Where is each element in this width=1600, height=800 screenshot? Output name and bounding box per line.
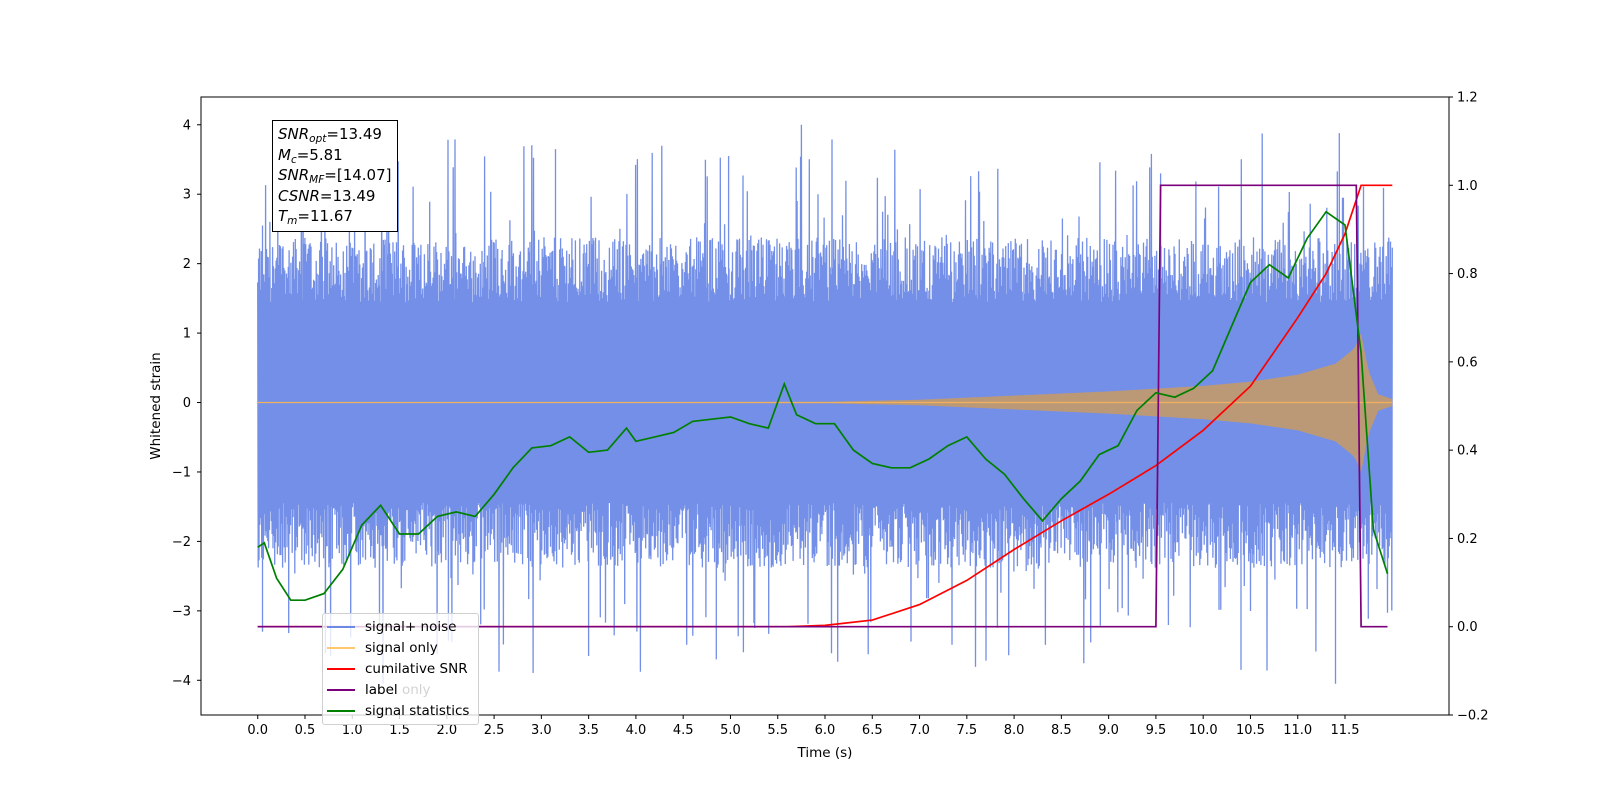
annotation-value: =11.67: [297, 207, 353, 225]
legend-label: signal only: [365, 639, 438, 656]
annotation-subscript: m: [287, 215, 298, 227]
x-tick-label: 1.0: [342, 723, 363, 738]
y-axis-right: −0.2 0.0 0.2 0.4 0.6 0.8 1.0 1.2: [1449, 91, 1489, 724]
y-right-tick-label: 0.6: [1457, 355, 1478, 370]
series-layer: [257, 124, 1393, 684]
y-axis-left: −4 −3 −2 −1 0 1 2 3 4: [172, 118, 201, 689]
legend-item: signal only: [323, 637, 478, 658]
annotation-value: =13.49: [326, 125, 382, 143]
x-axis-label: Time (s): [797, 745, 853, 761]
x-tick-label: 3.5: [578, 723, 599, 738]
x-tick-label: 10.5: [1236, 723, 1265, 738]
legend-item: cumilative SNR: [323, 658, 478, 679]
legend-label: signal statistics: [365, 702, 470, 719]
annotation-symbol: CSNR: [278, 186, 320, 205]
x-tick-label: 1.5: [389, 723, 410, 738]
y-right-tick-label: 0.4: [1457, 444, 1478, 459]
x-tick-label: 9.0: [1098, 723, 1119, 738]
legend-item: signal statistics: [323, 700, 478, 721]
series-line-signal-statistics: [257, 210, 1389, 602]
legend-item: label label only: [323, 679, 478, 700]
legend-label-ghost: label only: [365, 681, 431, 698]
legend-swatch: [327, 709, 355, 712]
x-tick-label: 11.5: [1331, 723, 1360, 738]
legend-label: cumilative SNR: [365, 660, 468, 677]
x-tick-label: 9.5: [1146, 723, 1167, 738]
y-left-tick-label: −4: [172, 674, 191, 689]
y-right-tick-label: 1.0: [1457, 179, 1478, 194]
legend-label: label: [365, 681, 398, 698]
x-tick-label: 7.0: [909, 723, 930, 738]
x-tick-label: 7.5: [956, 723, 977, 738]
annotation-subscript: MF: [309, 174, 325, 186]
annotation-symbol: M: [278, 145, 291, 164]
annotation-line: SNRopt=13.49: [278, 124, 392, 145]
y-right-tick-label: 1.2: [1457, 91, 1478, 106]
x-tick-label: 5.5: [767, 723, 788, 738]
x-tick-label: 3.0: [531, 723, 552, 738]
y-right-tick-label: 0.8: [1457, 267, 1478, 282]
legend-label: signal+ noise: [365, 618, 457, 635]
annotation-value: =5.81: [296, 145, 343, 164]
y-left-tick-label: 0: [183, 396, 191, 411]
x-tick-label: 0.0: [247, 723, 268, 738]
y-left-tick-label: 3: [183, 188, 191, 203]
x-tick-label: 10.0: [1189, 723, 1218, 738]
y-left-tick-label: 2: [183, 257, 191, 272]
y-left-tick-label: −1: [172, 465, 191, 480]
annotation-value: =13.49: [319, 186, 376, 205]
annotation-symbol: SNR: [278, 166, 310, 184]
legend-swatch: [327, 646, 355, 649]
x-tick-label: 11.0: [1283, 723, 1312, 738]
x-tick-label: 8.5: [1051, 723, 1072, 738]
annotation-line: SNRMF=[14.07]: [278, 165, 392, 186]
annotation-box: SNRopt=13.49 Mc=5.81 SNRMF=[14.07] CSNR=13.…: [272, 120, 398, 232]
y-right-tick-label: −0.2: [1457, 709, 1489, 724]
y-right-tick-label: 0.2: [1457, 532, 1478, 547]
annotation-subscript: opt: [309, 133, 327, 145]
x-tick-label: 6.5: [862, 723, 883, 738]
x-tick-label: 2.5: [484, 723, 505, 738]
x-axis: 0.0 0.5 1.0 1.5 2.0 2.5 3.0 3.5 4.0 4.5 5.0 5.5 6.0 6…: [247, 715, 1359, 738]
legend-item: signal+ noise: [323, 616, 478, 637]
annotation-subscript: c: [290, 153, 297, 166]
x-tick-label: 0.5: [295, 723, 316, 738]
legend: signal+ noise signal only cumilative SNR la…: [322, 613, 479, 725]
y-axis-left-label: Whitened strain: [148, 352, 164, 459]
legend-swatch: [327, 667, 355, 670]
annotation-line: Mc=5.81: [278, 145, 392, 166]
annotation-line: CSNR=13.49: [278, 186, 392, 207]
annotation-line: Tm=11.67: [278, 206, 392, 227]
annotation-symbol: SNR: [278, 125, 310, 143]
x-tick-label: 5.0: [720, 723, 741, 738]
annotation-symbol: T: [278, 207, 288, 225]
x-tick-label: 6.0: [815, 723, 836, 738]
x-tick-label: 2.0: [436, 723, 457, 738]
y-left-tick-label: 4: [183, 118, 191, 133]
legend-swatch: [327, 625, 355, 628]
series-line-cumilative-snr: [257, 184, 1393, 628]
y-left-tick-label: −2: [172, 535, 191, 550]
x-tick-label: 4.5: [673, 723, 694, 738]
annotation-value: =[14.07]: [324, 166, 392, 184]
y-left-tick-label: −3: [172, 604, 191, 619]
series-line-signal-noise: [257, 124, 1393, 684]
x-tick-label: 8.0: [1004, 723, 1025, 738]
y-right-tick-label: 0.0: [1457, 620, 1478, 635]
x-tick-label: 4.0: [626, 723, 647, 738]
legend-swatch: [327, 688, 355, 691]
y-left-tick-label: 1: [183, 327, 191, 342]
series-line-label: [257, 184, 1388, 628]
